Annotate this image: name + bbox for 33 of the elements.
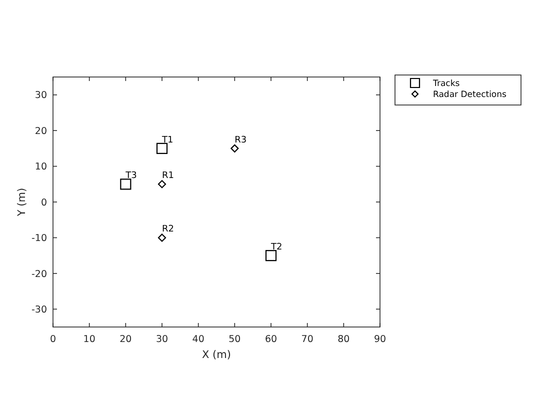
x-tick-label: 90 <box>374 334 386 345</box>
legend-label: Radar Detections <box>433 90 508 100</box>
y-axis-title: Y (m) <box>16 188 28 218</box>
annotation: T1 <box>161 135 174 146</box>
annotation: R1 <box>162 171 174 182</box>
annotation: T3 <box>124 171 137 182</box>
point <box>230 144 239 152</box>
x-tick-label: 30 <box>156 334 168 345</box>
legend-label: Tracks <box>432 78 460 89</box>
x-tick-label: 0 <box>50 334 56 345</box>
x-axis-title: X (m) <box>202 349 231 361</box>
point <box>158 234 166 242</box>
point <box>158 180 166 188</box>
x-tick-label: 20 <box>120 334 132 345</box>
x-tick-label: 50 <box>228 334 241 345</box>
x-tick-label: 60 <box>264 334 278 345</box>
y-tick-label: -30 <box>31 304 47 316</box>
y-tick-label: -20 <box>31 268 47 280</box>
annotation: T2 <box>270 242 282 253</box>
point <box>265 250 277 262</box>
y-tick-label: -10 <box>31 233 47 244</box>
y-tick-label: 10 <box>34 162 47 173</box>
x-tick-label: 70 <box>301 334 314 345</box>
x-tick-label: 80 <box>338 334 350 345</box>
y-tick-label: 20 <box>34 126 47 137</box>
annotation: R3 <box>234 135 247 146</box>
x-tick-label: 40 <box>192 334 204 345</box>
point <box>120 178 132 190</box>
annotation: R2 <box>162 224 174 235</box>
x-tick-label: 10 <box>83 334 96 345</box>
y-tick-label: 30 <box>34 90 47 102</box>
y-tick-label: 0 <box>40 197 47 208</box>
point <box>156 142 168 154</box>
